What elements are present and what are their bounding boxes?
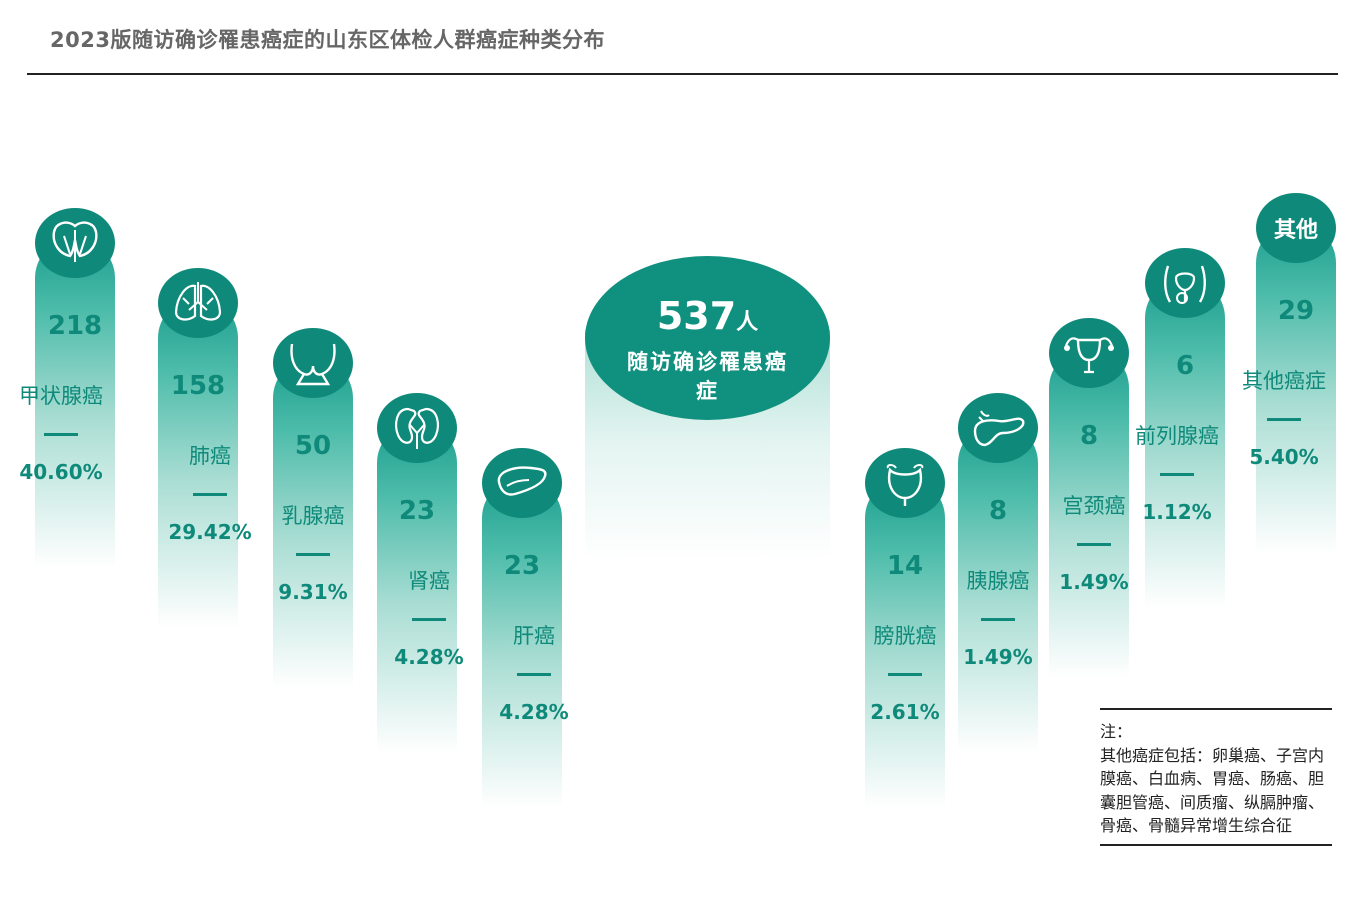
count-label: 23: [398, 496, 436, 526]
column-cap: 其他: [1256, 193, 1336, 263]
label-dash: [193, 493, 227, 496]
category-label: 乳腺癌: [281, 504, 345, 528]
footnote-heading: 注：: [1100, 722, 1133, 741]
percent-label: 1.49%: [963, 645, 1033, 669]
category-label: 胰腺癌: [966, 569, 1030, 593]
category-label: 肺癌: [189, 444, 231, 468]
label-dash: [517, 673, 551, 676]
column-bar: [1049, 348, 1129, 678]
chart-title: 2023版随访确诊罹患癌症的山东区体检人群癌症种类分布: [50, 28, 605, 52]
label-dash: [296, 553, 330, 556]
column-bar: [482, 478, 562, 808]
count-label: 29: [1277, 296, 1315, 326]
label-dash: [1267, 418, 1301, 421]
percent-label: 5.40%: [1249, 445, 1319, 469]
lungs-icon: [158, 268, 238, 338]
column-bar: [158, 298, 238, 628]
kidney-icon: [377, 393, 457, 463]
percent-label: 9.31%: [278, 580, 348, 604]
footnote-top-rule: [1100, 708, 1332, 710]
breast-icon: [273, 328, 353, 398]
uterus-icon: [1049, 318, 1129, 388]
label-dash: [44, 433, 78, 436]
percent-label: 29.42%: [168, 520, 252, 544]
column-bar: [1145, 278, 1225, 608]
column-bar: [273, 358, 353, 688]
count-label: 14: [886, 551, 924, 581]
count-label: 8: [988, 496, 1008, 526]
footnote-text: 其他癌症包括：卵巢癌、子宫内膜癌、白血病、胃癌、肠癌、胆囊胆管癌、间质瘤、纵膈肿…: [1100, 745, 1325, 836]
category-label: 膀胱癌: [873, 624, 937, 648]
percent-label: 4.28%: [394, 645, 464, 669]
count-label: 6: [1175, 351, 1195, 381]
column-bar: [1256, 223, 1336, 553]
percent-label: 40.60%: [19, 460, 103, 484]
total-unit: 人: [736, 310, 759, 335]
cap-label: 其他: [1273, 218, 1318, 243]
percent-label: 2.61%: [870, 700, 940, 724]
category-label: 甲状腺癌: [19, 384, 103, 408]
percent-label: 1.49%: [1059, 570, 1129, 594]
prostate-icon: [1145, 248, 1225, 318]
category-label: 肝癌: [513, 624, 555, 648]
label-dash: [888, 673, 922, 676]
title-divider: [27, 73, 1338, 75]
percent-label: 1.12%: [1142, 500, 1212, 524]
count-label: 23: [503, 551, 541, 581]
total-label: 随访确诊罹患癌症: [627, 350, 788, 403]
label-dash: [1077, 543, 1111, 546]
column-bar: [35, 238, 115, 568]
bladder-icon: [865, 448, 945, 518]
count-label: 158: [170, 371, 226, 401]
category-label: 肾癌: [408, 569, 450, 593]
count-label: 8: [1079, 421, 1099, 451]
liver-icon: [482, 448, 562, 518]
total-count: 537人: [585, 294, 830, 338]
pancreas-icon: [958, 393, 1038, 463]
count-label: 218: [47, 311, 103, 341]
column-bar: [958, 423, 1038, 753]
label-dash: [412, 618, 446, 621]
percent-label: 4.28%: [499, 700, 569, 724]
category-label: 前列腺癌: [1135, 424, 1219, 448]
category-label: 宫颈癌: [1062, 494, 1126, 518]
column-bar: [377, 423, 457, 753]
total-badge: 537人 随访确诊罹患癌症: [585, 256, 830, 420]
column-bar: [865, 478, 945, 808]
label-dash: [981, 618, 1015, 621]
label-dash: [1160, 473, 1194, 476]
thyroid-icon: [35, 208, 115, 278]
count-label: 50: [294, 431, 332, 461]
total-number: 537: [656, 294, 737, 338]
category-label: 其他癌症: [1242, 369, 1326, 393]
footnote: 注： 其他癌症包括：卵巢癌、子宫内膜癌、白血病、胃癌、肠癌、胆囊胆管癌、间质瘤、…: [1100, 708, 1332, 846]
footnote-bottom-rule: [1100, 843, 1332, 846]
